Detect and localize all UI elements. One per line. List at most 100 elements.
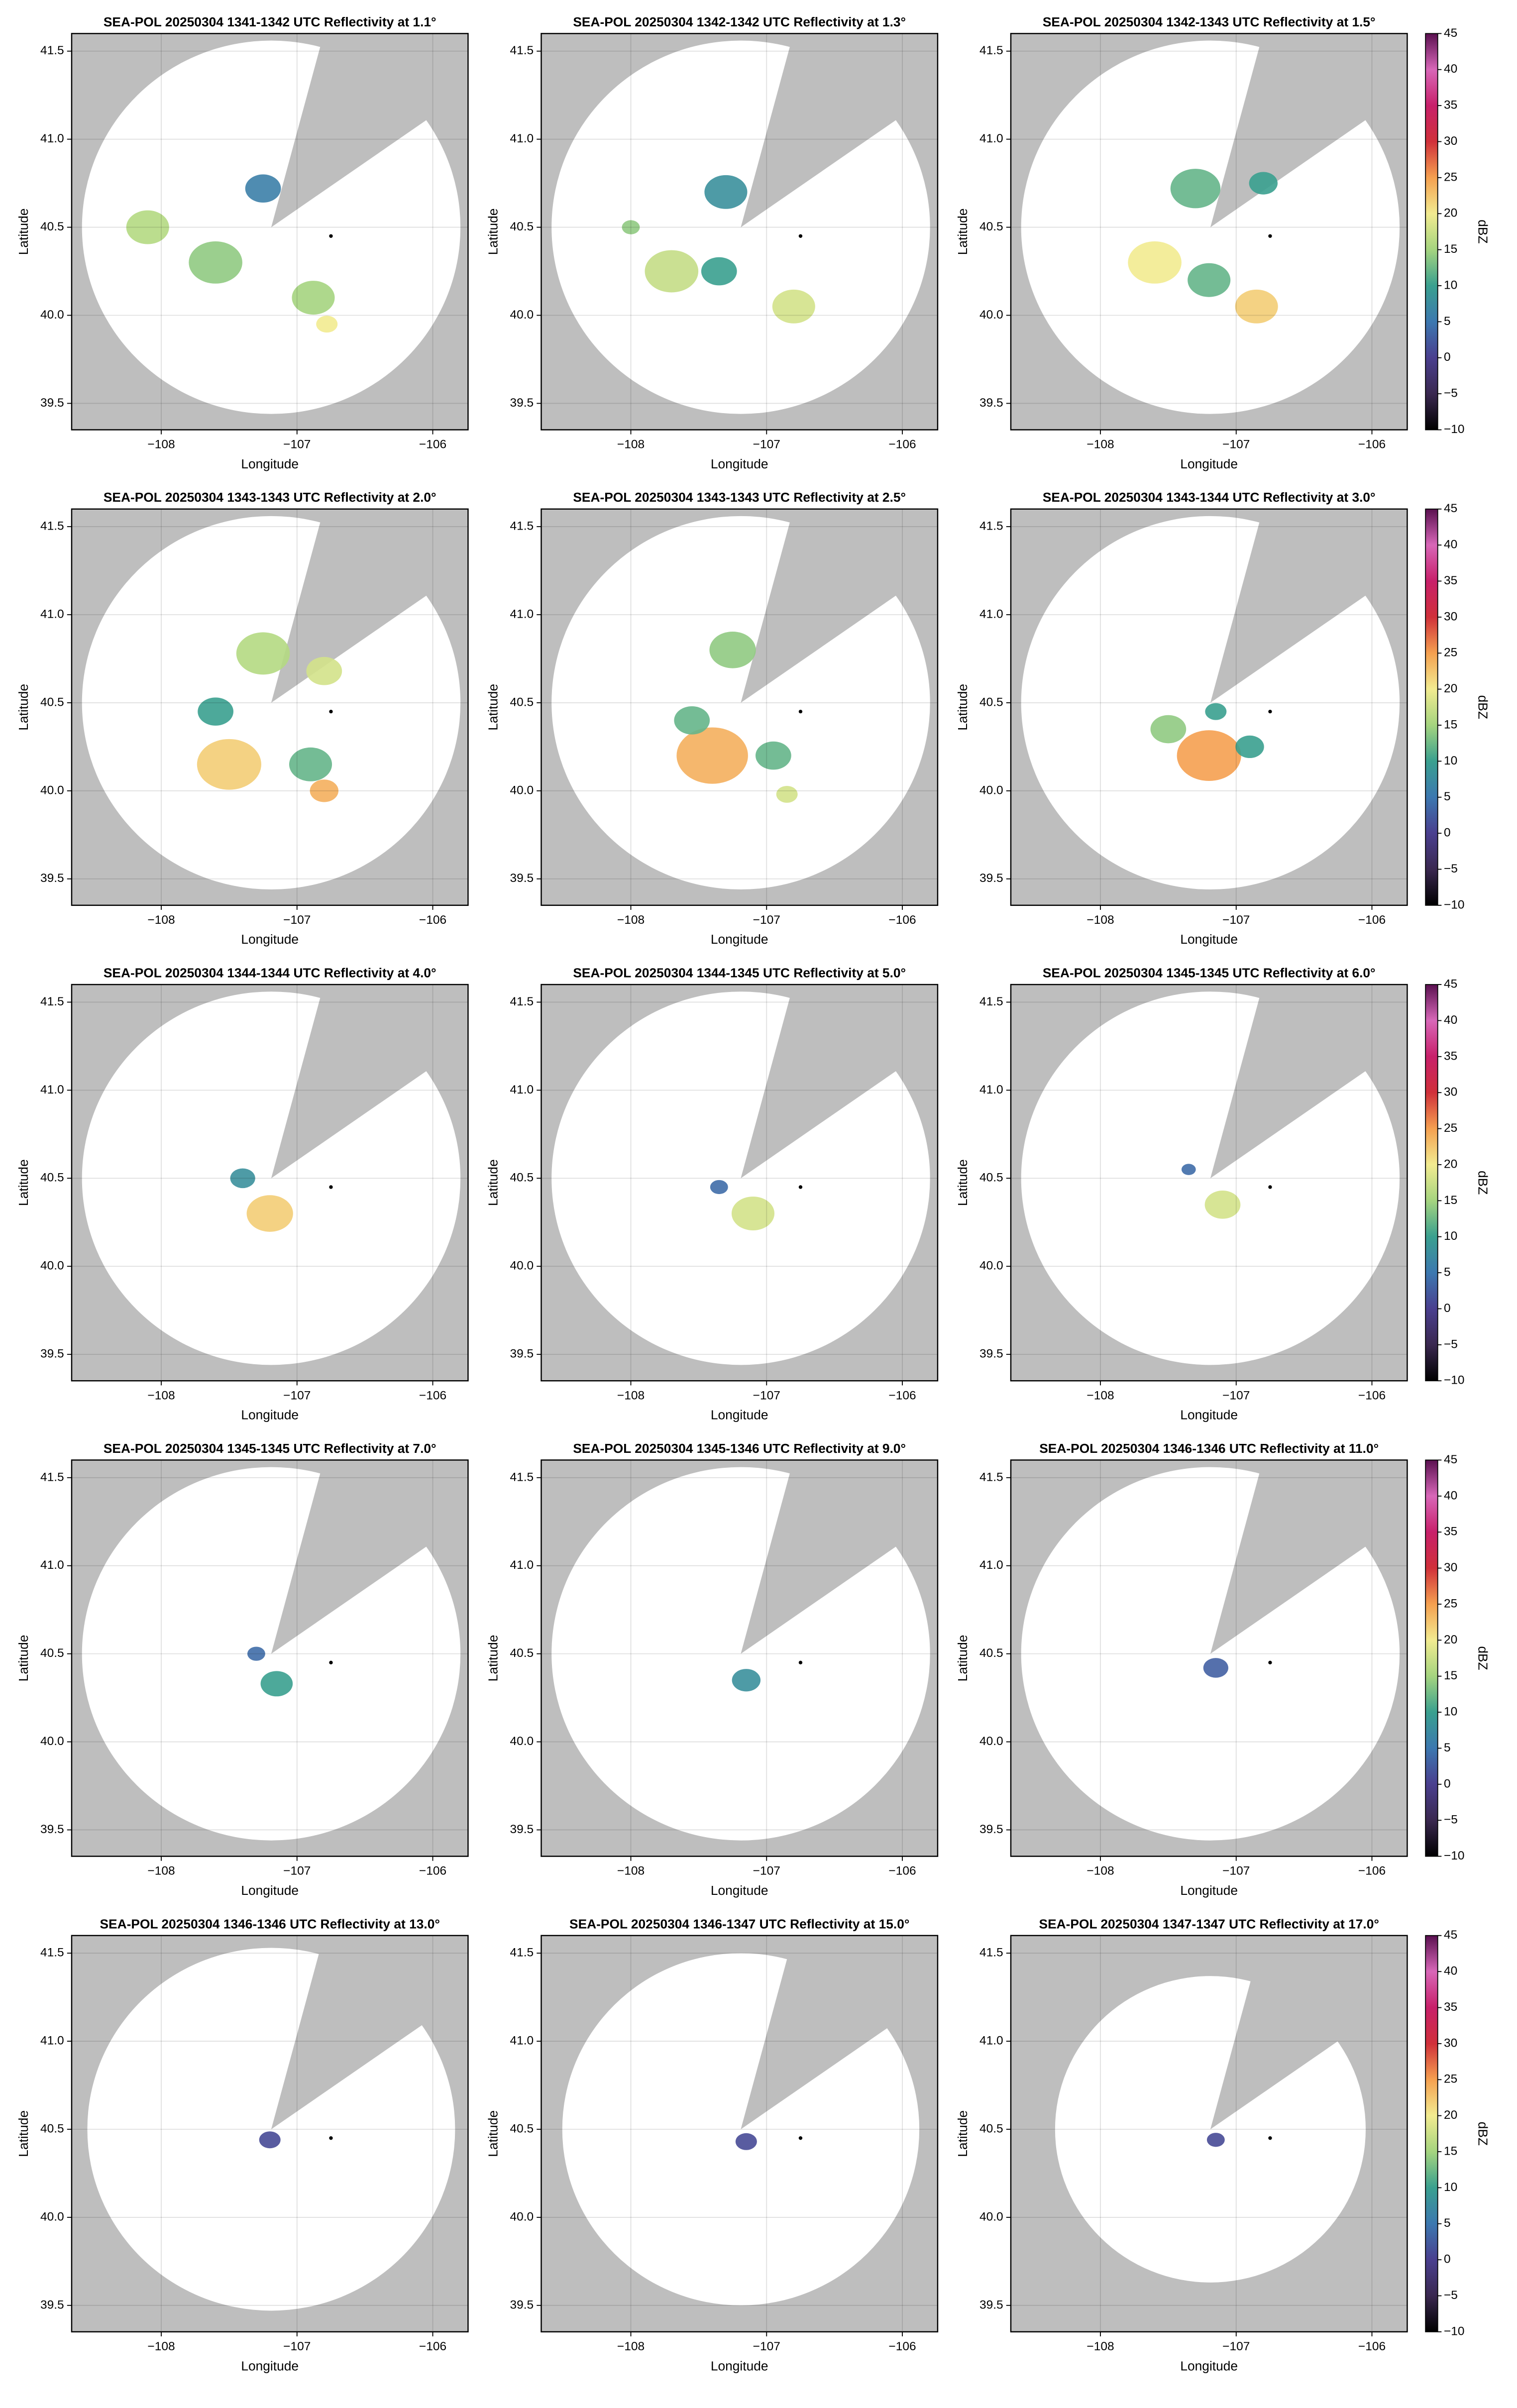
y-tick-label: 40.5 — [979, 1171, 1003, 1185]
y-tick-label: 39.5 — [40, 2298, 64, 2311]
colorbar-tick-label: 15 — [1444, 1669, 1457, 1682]
y-axis-label: Latitude — [955, 684, 970, 731]
colorbar-tick-label: 0 — [1444, 826, 1451, 840]
echo — [1188, 263, 1231, 297]
colorbar-label: dBZ — [1476, 1646, 1491, 1670]
plot-area — [541, 985, 938, 1381]
x-axis-label: Longitude — [711, 2358, 768, 2373]
colorbar-tick-label: −5 — [1444, 387, 1458, 400]
echo — [260, 1671, 293, 1697]
y-axis-label: Latitude — [16, 209, 31, 255]
y-axis-label: Latitude — [955, 1159, 970, 1206]
colorbar-tick-label: 0 — [1444, 2253, 1451, 2266]
colorbar-tick-label: 5 — [1444, 2216, 1451, 2230]
axes-frame — [71, 33, 469, 431]
x-axis-label: Longitude — [241, 1408, 299, 1423]
panel: −108 −107 −106 39.5 40.0 40.5 41.0 41.5 SEA-POL … — [955, 1441, 1491, 1898]
plot-area — [71, 1460, 468, 1857]
y-tick-label: 40.5 — [40, 1646, 64, 1660]
y-tick-label: 40.0 — [979, 1735, 1003, 1748]
y-tick-label: 41.5 — [979, 1946, 1003, 1960]
plot-area — [1010, 509, 1408, 905]
x-tick-label: −107 — [283, 1864, 311, 1878]
y-tick-label: 41.0 — [979, 1083, 1003, 1096]
y-axis-label: Latitude — [955, 1635, 970, 1682]
x-tick-label: −108 — [147, 438, 175, 451]
plot-area — [541, 509, 938, 905]
echo — [259, 2131, 281, 2149]
y-tick-label: 39.5 — [40, 1347, 64, 1361]
plot-area — [1010, 985, 1408, 1381]
site-marker — [1268, 1660, 1272, 1665]
site-marker — [798, 1660, 803, 1665]
panel-title: SEA-POL 20250304 1342-1343 UTC Reflectiv… — [1043, 14, 1376, 29]
colorbar-tick-label: 15 — [1444, 718, 1457, 731]
y-tick-label: 41.5 — [510, 44, 534, 57]
y-tick-label: 41.5 — [979, 995, 1003, 1008]
y-tick-label: 40.0 — [510, 1735, 534, 1748]
x-tick-label: −106 — [888, 1389, 916, 1402]
axes-frame — [71, 1935, 469, 2333]
echo — [1128, 241, 1182, 284]
plot-area — [541, 1460, 938, 1857]
colorbar-tick-label: 30 — [1444, 2036, 1457, 2050]
site-marker — [329, 709, 333, 714]
colorbar-tick-label: 10 — [1444, 754, 1457, 767]
colorbar-tick-label: 20 — [1444, 207, 1457, 220]
blocked-sector — [271, 33, 468, 227]
x-tick-label: −106 — [1358, 438, 1386, 451]
y-tick-label: 41.5 — [40, 995, 64, 1008]
axes-frame — [1010, 508, 1408, 906]
colorbar-tick-label: 15 — [1444, 2144, 1457, 2158]
x-tick-label: −106 — [1358, 913, 1386, 927]
colorbar — [1425, 984, 1438, 1382]
y-tick-label: 40.5 — [979, 2122, 1003, 2135]
y-tick-label: 41.5 — [979, 520, 1003, 533]
blocked-sector — [1210, 1460, 1408, 1654]
panel-title: SEA-POL 20250304 1342-1342 UTC Reflectiv… — [573, 14, 906, 29]
x-tick-label: −107 — [753, 1389, 780, 1402]
colorbar-tick-label: 45 — [1444, 1928, 1457, 1942]
plot-area — [71, 1935, 468, 2332]
x-tick-label: −107 — [1222, 1389, 1250, 1402]
y-axis-label: Latitude — [955, 209, 970, 255]
y-tick-label: 40.5 — [510, 2122, 534, 2135]
y-tick-label: 40.5 — [40, 695, 64, 709]
y-tick-label: 41.0 — [979, 1558, 1003, 1572]
axes-frame — [71, 1459, 469, 1857]
panel-title: SEA-POL 20250304 1345-1345 UTC Reflectiv… — [1043, 966, 1376, 981]
blocked-sector — [1210, 985, 1408, 1179]
y-tick-label: 39.5 — [510, 2298, 534, 2311]
x-tick-label: −106 — [419, 1389, 446, 1402]
plot-area — [71, 509, 468, 905]
colorbar-tick-label: 40 — [1444, 62, 1457, 76]
x-tick-label: −107 — [1222, 913, 1250, 927]
y-axis-label: Latitude — [485, 2110, 500, 2157]
site-marker — [798, 234, 803, 238]
site-marker — [329, 2136, 333, 2140]
site-marker — [329, 234, 333, 238]
echo — [701, 257, 737, 286]
x-axis-label: Longitude — [711, 1408, 768, 1423]
x-tick-label: −107 — [283, 438, 311, 451]
echo — [292, 281, 335, 315]
x-tick-label: −108 — [147, 1389, 175, 1402]
colorbar-tick-label: 5 — [1444, 1741, 1451, 1754]
blocked-sector — [741, 985, 938, 1179]
axes-frame — [71, 984, 469, 1382]
echo — [645, 250, 699, 293]
y-tick-label: 41.0 — [510, 2034, 534, 2048]
x-tick-label: −107 — [753, 2340, 780, 2353]
y-tick-label: 40.5 — [510, 220, 534, 233]
colorbar-tick-label: 20 — [1444, 1633, 1457, 1646]
echo — [756, 741, 791, 770]
panel: −108 −107 −106 39.5 40.0 40.5 41.0 41.5 SEA-POL … — [485, 490, 939, 947]
x-tick-label: −106 — [1358, 1389, 1386, 1402]
y-tick-label: 41.0 — [510, 1558, 534, 1572]
x-tick-label: −108 — [617, 2340, 645, 2353]
panel-title: SEA-POL 20250304 1346-1346 UTC Reflectiv… — [100, 1916, 440, 1931]
x-tick-label: −106 — [1358, 2340, 1386, 2353]
plot-area — [541, 33, 938, 430]
colorbar — [1425, 1935, 1438, 2332]
